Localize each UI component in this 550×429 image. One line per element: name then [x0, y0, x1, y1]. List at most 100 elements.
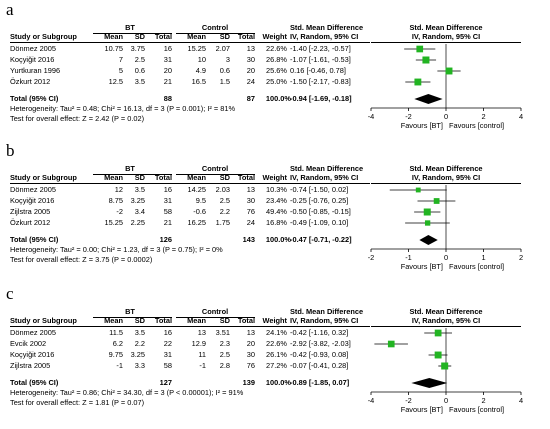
column-header-study: Study or Subgroup — [10, 316, 77, 325]
table-cell-study: Dönmez 2005 — [10, 328, 57, 337]
forest-panel-b: b BT Control Std. Mean Difference Std. Mean … — [0, 139, 550, 279]
table-cell-ci: -0.50 [-0.85, -0.15] — [290, 207, 351, 216]
forest-panel-c: c BT Control Std. Mean Difference Std. Mean … — [0, 282, 550, 422]
table-cell-ci: -0.49 [-1.09, 0.10] — [290, 218, 349, 227]
column-header-mean1: Mean — [104, 32, 123, 41]
table-cell-total2: 20 — [246, 66, 255, 75]
table-cell-total1: 20 — [163, 66, 172, 75]
table-cell-ci: -1.50 [-2.17, -0.83] — [290, 77, 351, 86]
table-cell-study: Özkurt 2012 — [10, 77, 51, 86]
table-cell-weight: 23.4% — [266, 196, 287, 205]
favours-control-label: Favours [control] — [449, 121, 504, 130]
column-header-sd2: SD — [219, 316, 230, 325]
study-square — [423, 208, 431, 216]
study-square — [422, 56, 430, 64]
x-tick-label: 2 — [519, 253, 523, 262]
plot-header-rule — [371, 42, 521, 43]
column-header-sd1: SD — [134, 173, 145, 182]
table-cell-mean1: 7 — [118, 55, 123, 64]
table-cell-sd1: 3.4 — [134, 207, 145, 216]
table-cell-mean1: 12 — [114, 185, 123, 194]
table-cell-weight: 25.6% — [266, 66, 287, 75]
x-tick-label: 0 — [444, 112, 448, 121]
table-cell-study: Zijlstra 2005 — [10, 361, 51, 370]
table-cell-sd2: 2.5 — [219, 350, 230, 359]
table-cell-total1: 21 — [163, 218, 172, 227]
table-cell-weight: 22.6% — [266, 339, 287, 348]
group-rule-bt — [93, 33, 172, 34]
table-cell-study: Zijlstra 2005 — [10, 207, 51, 216]
total-label: Total (95% CI) — [10, 235, 59, 244]
smd-header: Std. Mean Difference — [290, 23, 364, 32]
column-header-total1: Total — [154, 316, 172, 325]
table-cell-sd2: 2.3 — [219, 339, 230, 348]
column-header-sd2: SD — [219, 32, 230, 41]
heterogeneity-text: Heterogeneity: Tau² = 0.48; Chi² = 16.13… — [10, 104, 236, 113]
table-cell-weight: 10.3% — [266, 185, 287, 194]
column-header-ci: IV, Random, 95% CI — [290, 32, 359, 41]
table-cell-sd2: 2.5 — [219, 196, 230, 205]
table-cell-sd2: 0.6 — [219, 66, 230, 75]
table-cell-mean1: 15.25 — [104, 218, 124, 227]
x-tick-label: -2 — [405, 396, 412, 405]
total-label: Total (95% CI) — [10, 378, 59, 387]
study-square — [441, 362, 449, 370]
x-tick-label: 4 — [519, 396, 523, 405]
table-cell-sd2: 3 — [225, 55, 230, 64]
table-cell-total1: 58 — [163, 207, 172, 216]
x-tick-label: -2 — [368, 253, 375, 262]
group-rule-bt — [93, 174, 172, 175]
table-cell-total1: 16 — [163, 328, 172, 337]
pooled-diamond — [414, 94, 443, 104]
x-tick-label: -2 — [405, 112, 412, 121]
table-cell-ci: -0.07 [-0.41, 0.28] — [290, 361, 349, 370]
table-cell-ci: -0.42 [-1.16, 0.32] — [290, 328, 349, 337]
column-header-sd2: SD — [219, 173, 230, 182]
table-cell-total1: 31 — [163, 196, 172, 205]
forest-plot: -2 -1 0 1 2 Favours [BT] Favours [control] — [368, 185, 523, 271]
group-rule-bt — [93, 317, 172, 318]
column-header-weight: Weight — [262, 316, 288, 325]
table-cell-total2: 30 — [246, 350, 255, 359]
table-cell-sd2: 2.07 — [215, 44, 230, 53]
table-cell-total2: 30 — [246, 196, 255, 205]
table-cell-mean1: 8.75 — [108, 196, 123, 205]
forest-panel-a: a BT Control Std. Mean Difference Std. Mean … — [0, 0, 550, 140]
table-cell-weight: 16.8% — [266, 218, 287, 227]
table-cell-study: Özkurt 2012 — [10, 218, 51, 227]
plot-header: Std. Mean Difference — [409, 164, 483, 173]
table-cell-sd1: 3.5 — [134, 185, 145, 194]
study-square — [434, 351, 442, 359]
column-header-mean2: Mean — [187, 32, 206, 41]
smd-header: Std. Mean Difference — [290, 164, 364, 173]
group-header-bt: BT — [125, 23, 135, 32]
total-ci: -0.94 [-1.69, -0.18] — [290, 94, 352, 103]
table-cell-total2: 13 — [246, 185, 255, 194]
plot-header-rule — [371, 326, 521, 327]
table-cell-total1: 16 — [163, 185, 172, 194]
table-cell-ci: -0.74 [-1.50, 0.02] — [290, 185, 349, 194]
table-cell-total2: 24 — [246, 77, 255, 86]
table-cell-weight: 49.4% — [266, 207, 287, 216]
overall-effect-text: Test for overall effect: Z = 1.81 (P = 0… — [10, 398, 145, 407]
table-cell-mean2: 12.9 — [191, 339, 206, 348]
column-header-sd1: SD — [134, 316, 145, 325]
column-header-weight: Weight — [262, 173, 288, 182]
table-cell-total1: 58 — [163, 361, 172, 370]
table-cell-sd1: 3.75 — [130, 44, 145, 53]
column-header-mean1: Mean — [104, 316, 123, 325]
table-cell-mean1: -2 — [116, 207, 123, 216]
total-bt: 126 — [159, 235, 172, 244]
column-header-study: Study or Subgroup — [10, 173, 77, 182]
table-cell-weight: 24.1% — [266, 328, 287, 337]
group-header-bt: BT — [125, 164, 135, 173]
total-ci: -0.89 [-1.85, 0.07] — [290, 378, 350, 387]
favours-bt-label: Favours [BT] — [401, 405, 443, 414]
pooled-diamond — [411, 378, 448, 388]
study-square — [415, 187, 421, 193]
total-bt: 127 — [159, 378, 172, 387]
table-cell-ci: -1.40 [-2.23, -0.57] — [290, 44, 351, 53]
header-rule — [10, 183, 370, 184]
x-tick-label: 2 — [481, 396, 485, 405]
total-weight: 100.0% — [265, 235, 291, 244]
